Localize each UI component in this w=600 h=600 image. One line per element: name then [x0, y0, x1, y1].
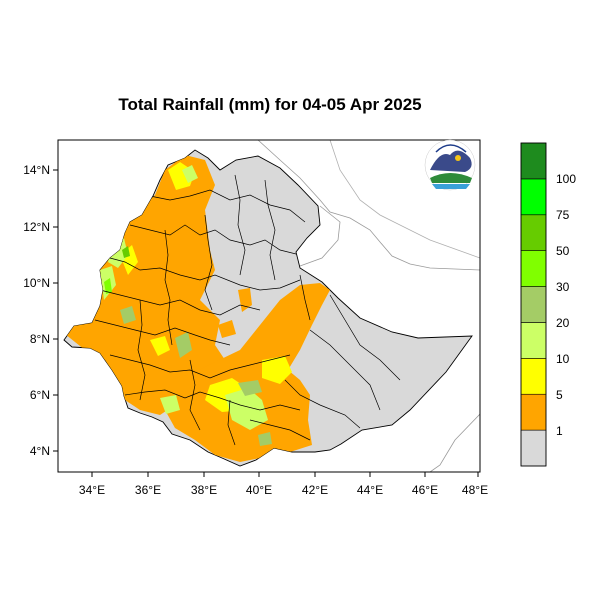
colorbar-label: 1	[556, 424, 563, 438]
x-tick-label: 34°E	[79, 483, 105, 497]
colorbar-label: 5	[556, 388, 563, 402]
x-tick-label: 38°E	[191, 483, 217, 497]
x-tick-label: 46°E	[412, 483, 438, 497]
colorbar-swatch	[520, 142, 547, 180]
y-axis: 14°N 12°N 10°N 8°N 6°N 4°N	[23, 163, 58, 458]
colorbar-label: 75	[556, 208, 570, 222]
colorbar-swatch	[520, 250, 547, 287]
x-tick-label: 44°E	[357, 483, 383, 497]
y-tick-label: 6°N	[30, 388, 50, 402]
colorbar-swatch	[520, 429, 547, 467]
y-tick-label: 8°N	[30, 332, 50, 346]
y-tick-label: 10°N	[23, 276, 50, 290]
colorbar-label: 30	[556, 280, 570, 294]
x-tick-label: 40°E	[246, 483, 272, 497]
y-tick-label: 12°N	[23, 220, 50, 234]
y-tick-label: 14°N	[23, 163, 50, 177]
x-tick-label: 48°E	[462, 483, 488, 497]
x-tick-label: 42°E	[302, 483, 328, 497]
region-borders	[94, 174, 401, 446]
x-tick-label: 36°E	[135, 483, 161, 497]
x-axis: 34°E 36°E 38°E 40°E 42°E 44°E 46°E 48°E	[79, 472, 488, 497]
plot-frame	[57, 139, 481, 473]
colorbar	[520, 142, 547, 467]
agency-logo	[424, 139, 476, 191]
y-tick-label: 4°N	[30, 444, 50, 458]
colorbar-swatch	[520, 358, 547, 395]
colorbar-swatch	[520, 214, 547, 251]
map-title: Total Rainfall (mm) for 04-05 Apr 2025	[118, 95, 422, 114]
rainfall-shading	[64, 155, 330, 462]
colorbar-swatch	[520, 286, 547, 323]
colorbar-label: 50	[556, 244, 570, 258]
colorbar-swatch	[520, 393, 547, 431]
colorbar-label: 10	[556, 352, 570, 366]
neighbor-borders	[257, 140, 480, 472]
colorbar-swatch	[520, 178, 547, 216]
colorbar-labels: 1 5 10 20 30 50 75 100	[556, 172, 576, 438]
colorbar-swatch	[520, 322, 547, 359]
colorbar-label: 100	[556, 172, 576, 186]
colorbar-label: 20	[556, 316, 570, 330]
